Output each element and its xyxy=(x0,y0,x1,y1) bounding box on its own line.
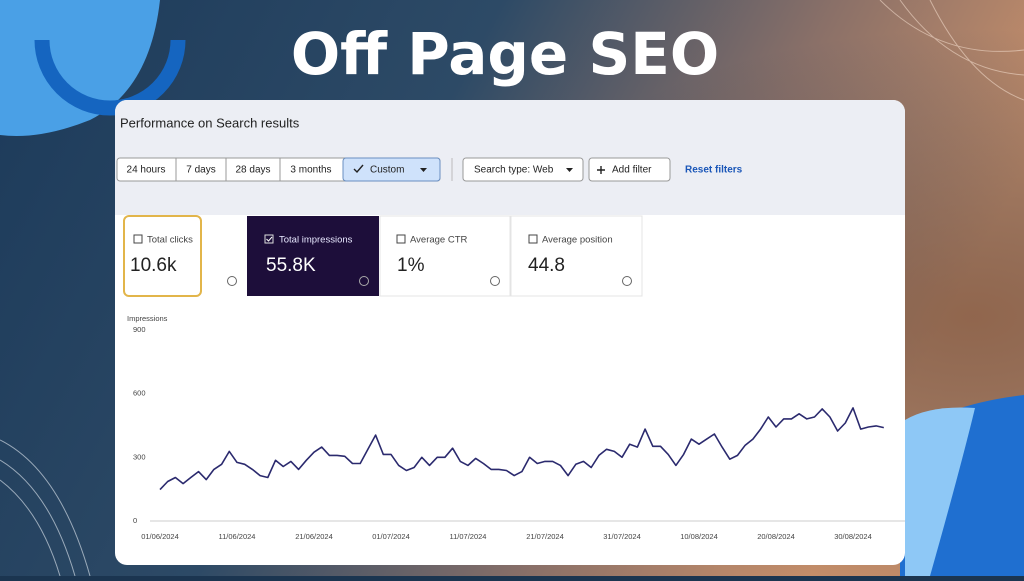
panel-title: Performance on Search results xyxy=(120,115,300,130)
metric-card[interactable] xyxy=(247,216,379,296)
help-icon[interactable] xyxy=(490,276,500,286)
page-title: Off Page SEO xyxy=(291,20,719,88)
decor-blob xyxy=(0,0,160,136)
button-label[interactable]: 28 days xyxy=(235,165,270,176)
checkbox[interactable] xyxy=(264,234,274,244)
help-icon[interactable] xyxy=(622,276,632,286)
y-tick-label: 600 xyxy=(133,389,146,398)
checkbox[interactable] xyxy=(133,234,143,244)
y-tick-label: 300 xyxy=(133,452,146,461)
line-series xyxy=(159,407,884,491)
metric-value: 55.8K xyxy=(266,255,316,276)
date-range-group: 24 hours 7 days 28 days 3 months Custom xyxy=(116,157,441,182)
metric-value: 1% xyxy=(397,255,425,276)
x-tick-label: 01/07/2024 xyxy=(372,532,410,541)
x-tick-label: 01/06/2024 xyxy=(141,532,179,541)
metric-value: 44.8 xyxy=(528,255,565,276)
x-tick-label: 10/08/2024 xyxy=(680,532,718,541)
button-label[interactable]: 3 months xyxy=(290,165,331,176)
y-tick-label: 900 xyxy=(133,325,146,334)
x-tick-label: 30/08/2024 xyxy=(834,532,872,541)
help-icon[interactable] xyxy=(359,276,369,286)
y-tick-label: 0 xyxy=(133,516,137,525)
decor-waves xyxy=(0,439,91,577)
add-filter-label[interactable]: Add filter xyxy=(612,165,652,176)
search-type-label[interactable]: Search type: Web xyxy=(474,165,554,176)
x-tick-label: 21/06/2024 xyxy=(295,532,333,541)
search-type-button[interactable] xyxy=(462,157,584,182)
decor-blob xyxy=(905,407,975,576)
x-tick-label: 11/06/2024 xyxy=(219,532,256,541)
check-icon xyxy=(266,236,273,242)
help-icons xyxy=(227,276,632,286)
add-filter-button[interactable] xyxy=(588,157,671,182)
x-tick-label: 11/07/2024 xyxy=(450,532,487,541)
metric-card[interactable] xyxy=(123,215,202,297)
checkbox[interactable] xyxy=(528,234,538,244)
plus-icon xyxy=(597,166,605,174)
check-icon xyxy=(353,164,364,174)
button-active[interactable] xyxy=(342,157,441,182)
metric-value: 10.6k xyxy=(130,255,177,276)
metric-label: Average CTR xyxy=(410,235,468,246)
metric-label: Total impressions xyxy=(279,235,353,246)
y-axis-title: Impressions xyxy=(127,314,168,323)
dropdown-icon xyxy=(420,168,427,172)
metric-label: Average position xyxy=(542,235,613,246)
metric-card[interactable] xyxy=(510,215,643,297)
x-tick-label: 31/07/2024 xyxy=(603,532,641,541)
button-label[interactable]: 7 days xyxy=(186,165,215,176)
checkbox[interactable] xyxy=(396,234,406,244)
button-label[interactable]: 24 hours xyxy=(127,165,166,176)
x-tick-label: 21/07/2024 xyxy=(526,532,564,541)
metric-card[interactable] xyxy=(379,215,511,297)
metric-label: Total clicks xyxy=(147,235,193,246)
decor-waves xyxy=(879,0,1024,101)
decor-arc xyxy=(34,39,186,116)
reset-link[interactable]: Reset filters xyxy=(685,165,743,176)
chart: 0 300 600 900 01/06/2024 11/06/2024 21/06/2024… xyxy=(133,325,884,541)
help-icon[interactable] xyxy=(227,276,237,286)
dropdown-icon xyxy=(566,168,573,172)
x-tick-label: 20/08/2024 xyxy=(757,532,795,541)
button-label[interactable]: Custom xyxy=(370,165,404,176)
